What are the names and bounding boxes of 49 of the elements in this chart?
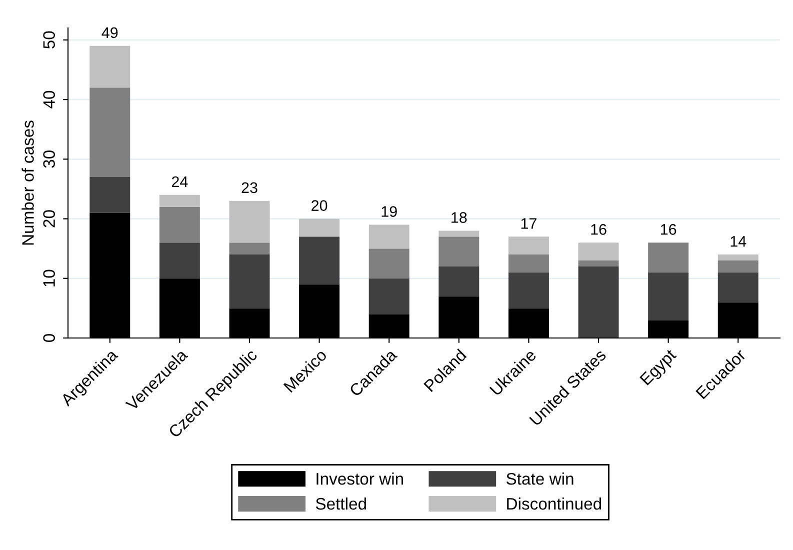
total-label: 16 <box>591 224 606 235</box>
bar <box>90 46 130 88</box>
bar <box>90 88 130 178</box>
bar <box>648 242 689 272</box>
bar <box>508 236 549 255</box>
y-tick-label: 20 <box>43 210 55 228</box>
bar <box>299 236 340 284</box>
bar <box>718 254 758 260</box>
bar <box>368 224 410 249</box>
legend-label: State win <box>506 472 574 485</box>
y-tick-label: 10 <box>43 270 55 286</box>
total-label: 23 <box>242 182 258 194</box>
total-label: 24 <box>172 176 188 187</box>
bar <box>159 194 200 207</box>
bar <box>438 266 480 296</box>
total-label: 19 <box>382 206 397 217</box>
bar <box>718 260 758 272</box>
bar <box>229 242 270 255</box>
bar <box>508 254 549 272</box>
legend-label: Discontinued <box>507 497 602 510</box>
total-label: 17 <box>521 218 536 229</box>
total-label: 20 <box>312 200 328 211</box>
total-label: 14 <box>730 236 746 247</box>
bar <box>90 177 130 213</box>
bar <box>159 206 200 243</box>
bar <box>438 230 480 237</box>
legend-label: Settled <box>316 497 366 510</box>
y-tick-label: 50 <box>43 31 55 49</box>
bar <box>578 266 619 338</box>
bar <box>159 242 200 278</box>
total-label: 16 <box>660 224 676 235</box>
bar <box>368 278 410 314</box>
total-label: 18 <box>452 212 467 223</box>
y-tick-label: 40 <box>43 90 55 108</box>
y-tick-label: 30 <box>43 150 55 168</box>
bar <box>648 272 689 320</box>
bar <box>718 272 758 302</box>
y-tick-label: 0 <box>43 334 55 342</box>
total-label: 49 <box>102 27 118 38</box>
bar <box>508 272 549 308</box>
bar <box>578 242 619 260</box>
bar <box>229 200 270 243</box>
bar <box>299 218 340 237</box>
legend-label: Investor win <box>316 472 403 485</box>
bar <box>229 254 270 308</box>
bar <box>438 236 480 266</box>
bar <box>368 248 410 278</box>
bar <box>578 260 619 266</box>
y-axis-title: Number of cases <box>22 120 34 245</box>
